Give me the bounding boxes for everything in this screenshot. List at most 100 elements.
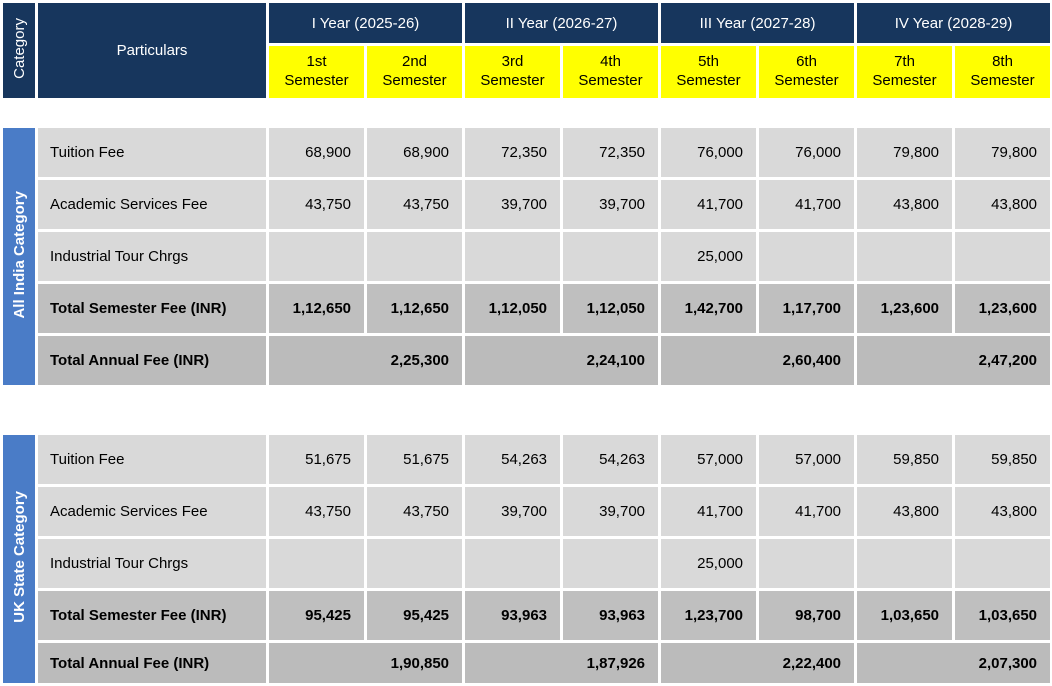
fee-value-cell: 25,000	[658, 229, 760, 284]
fee-value-cell	[560, 229, 662, 284]
fee-value-cell: 39,700	[560, 484, 662, 539]
fee-value-cell: 43,750	[266, 177, 367, 232]
fee-value-cell: 76,000	[756, 125, 858, 180]
fee-value-cell	[560, 536, 662, 591]
fee-value-cell: 72,350	[462, 125, 564, 180]
row-label-cell: Tuition Fee	[35, 432, 269, 487]
fee-value-cell: 1,23,600	[854, 281, 956, 336]
semester-header-cell-1: 1st Semester	[266, 43, 367, 101]
table-row: Academic Services Fee 43,750 43,750 39,7…	[2, 177, 1052, 232]
fee-value-cell: 57,000	[658, 432, 760, 487]
category-sidebar-label: UK State Category	[10, 491, 28, 623]
fee-value-cell: 1,12,650	[266, 281, 367, 336]
annual-fee-cell: 2,22,400	[658, 640, 858, 686]
annual-fee-cell: 2,24,100	[462, 333, 662, 388]
fee-value-cell	[266, 229, 367, 284]
fee-value-cell	[756, 536, 858, 591]
fee-value-cell: 41,700	[756, 484, 858, 539]
row-label-cell: Total Semester Fee (INR)	[35, 281, 269, 336]
total-semester-row: Total Semester Fee (INR) 95,425 95,425 9…	[2, 588, 1052, 643]
fee-value-cell: 1,12,050	[462, 281, 564, 336]
fee-value-cell: 51,675	[363, 432, 466, 487]
fee-value-cell: 25,000	[658, 536, 760, 591]
fee-value-cell: 51,675	[266, 432, 367, 487]
fee-value-cell: 41,700	[658, 177, 760, 232]
particulars-header-cell: Particulars	[35, 0, 269, 101]
annual-fee-cell: 2,60,400	[658, 333, 858, 388]
fee-value-cell: 68,900	[266, 125, 367, 180]
fee-value-cell: 54,263	[560, 432, 662, 487]
annual-fee-cell: 2,07,300	[854, 640, 1052, 686]
fee-value-cell: 54,263	[462, 432, 564, 487]
year-header-cell-4: IV Year (2028-29)	[854, 0, 1052, 46]
fee-value-cell	[952, 536, 1052, 591]
fee-value-cell: 41,700	[756, 177, 858, 232]
year-header-cell-1: I Year (2025-26)	[265, 0, 466, 46]
fee-value-cell: 72,350	[560, 125, 662, 180]
semester-header-cell-4: 4th Semester	[560, 43, 662, 101]
category-header-label: Category	[10, 18, 28, 79]
fee-value-cell: 98,700	[756, 588, 858, 643]
annual-fee-cell: 1,90,850	[265, 640, 466, 686]
fee-value-cell: 79,800	[854, 125, 956, 180]
spacer-row	[1, 386, 1052, 434]
category-header-cell: Category	[0, 0, 38, 101]
fee-value-cell: 1,17,700	[756, 281, 858, 336]
fee-value-cell: 43,800	[952, 177, 1052, 232]
fee-value-cell: 1,23,600	[952, 281, 1052, 336]
table-header: Category Particulars I Year (2025-26) II…	[0, 0, 1052, 101]
annual-fee-cell: 1,87,926	[462, 640, 662, 686]
fee-value-cell: 95,425	[363, 588, 466, 643]
table-row: Industrial Tour Chrgs 25,000	[2, 536, 1052, 591]
row-label-cell: Academic Services Fee	[35, 484, 269, 539]
fee-value-cell: 1,42,700	[658, 281, 760, 336]
table-row: Industrial Tour Chrgs 25,000	[2, 229, 1052, 284]
fee-value-cell: 39,700	[462, 484, 564, 539]
spacer-row	[1, 99, 1052, 127]
fee-value-cell: 43,800	[854, 484, 956, 539]
table-row: All India Category Tuition Fee 68,900 68…	[0, 125, 1052, 388]
row-label-cell: Industrial Tour Chrgs	[35, 536, 269, 591]
fee-value-cell: 43,750	[363, 177, 466, 232]
fee-value-cell: 43,800	[952, 484, 1052, 539]
semester-header-cell-2: 2nd Semester	[363, 43, 466, 101]
semester-header-cell-8: 8th Semester	[952, 43, 1052, 101]
row-label-cell: Total Semester Fee (INR)	[35, 588, 269, 643]
annual-fee-cell: 2,47,200	[854, 333, 1052, 388]
fee-value-cell	[266, 536, 367, 591]
semester-header-cell-5: 5th Semester	[658, 43, 760, 101]
fee-value-cell	[363, 229, 466, 284]
fee-value-cell: 1,12,650	[363, 281, 466, 336]
fee-value-cell	[462, 229, 564, 284]
row-label-cell: Total Annual Fee (INR)	[35, 333, 269, 388]
fee-value-cell	[854, 536, 956, 591]
fee-value-cell: 39,700	[462, 177, 564, 232]
fee-value-cell: 79,800	[952, 125, 1052, 180]
fee-value-cell	[952, 229, 1052, 284]
total-annual-row: Total Annual Fee (INR) 1,90,850 1,87,926…	[2, 640, 1052, 686]
fee-value-cell: 76,000	[658, 125, 760, 180]
fee-value-cell: 59,850	[952, 432, 1052, 487]
fee-value-cell: 43,750	[363, 484, 466, 539]
fee-value-cell: 59,850	[854, 432, 956, 487]
total-semester-row: Total Semester Fee (INR) 1,12,650 1,12,6…	[2, 281, 1052, 336]
fee-value-cell: 93,963	[462, 588, 564, 643]
semester-header-cell-7: 7th Semester	[854, 43, 956, 101]
fee-value-cell	[462, 536, 564, 591]
category-sidebar-label: All India Category	[10, 190, 28, 319]
row-label-cell: Total Annual Fee (INR)	[35, 640, 269, 686]
semester-header-cell-6: 6th Semester	[756, 43, 858, 101]
annual-fee-cell: 2,25,300	[265, 333, 466, 388]
fee-value-cell: 1,03,650	[854, 588, 956, 643]
fee-value-cell: 1,12,050	[560, 281, 662, 336]
fee-value-cell	[854, 229, 956, 284]
fee-value-cell: 39,700	[560, 177, 662, 232]
fee-value-cell: 43,800	[854, 177, 956, 232]
fee-value-cell	[756, 229, 858, 284]
row-label-cell: Industrial Tour Chrgs	[35, 229, 269, 284]
fee-value-cell: 93,963	[560, 588, 662, 643]
total-annual-row: Total Annual Fee (INR) 2,25,300 2,24,100…	[2, 333, 1052, 388]
fee-value-cell	[363, 536, 466, 591]
